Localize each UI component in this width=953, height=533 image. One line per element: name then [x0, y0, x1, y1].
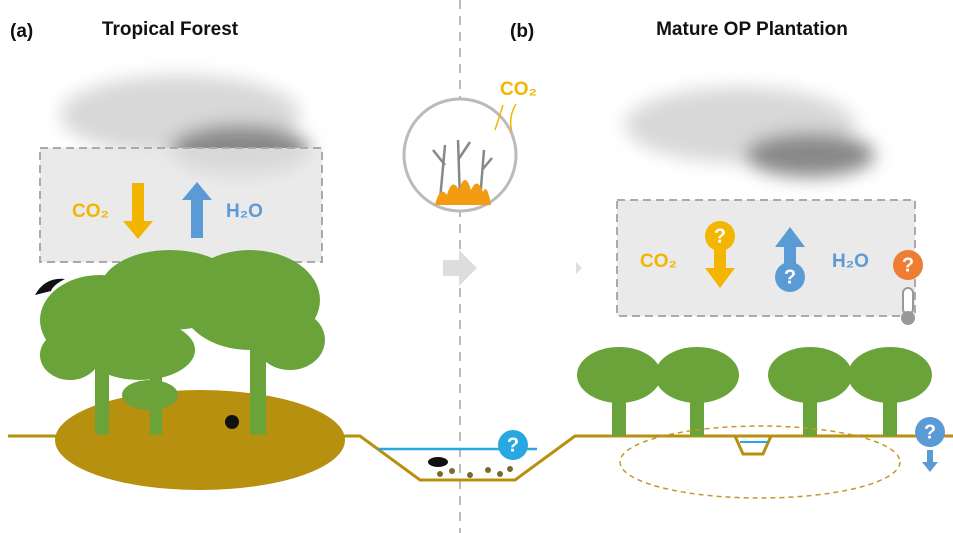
question-badge [498, 430, 528, 460]
forest [40, 250, 325, 436]
co2-arrow [705, 248, 735, 288]
question-badge [775, 262, 805, 292]
panel-letter: (a) [10, 21, 33, 42]
h2o-arrow [182, 182, 212, 238]
peat [437, 466, 513, 478]
h2o-label: H₂O [226, 201, 263, 222]
co2-label: CO₂ [72, 201, 109, 222]
fish [428, 457, 448, 467]
ditch [733, 435, 773, 456]
question-badge [893, 250, 923, 280]
h2o-arrow [775, 227, 805, 275]
question: ? [924, 421, 936, 443]
smoke [494, 103, 517, 133]
panel-letter: (b) [510, 21, 534, 42]
question: ? [784, 266, 796, 288]
h2o-label: H₂O [832, 251, 869, 272]
co2-arrow [123, 183, 153, 239]
question-badge [915, 417, 945, 447]
palms [577, 347, 932, 436]
co2-label: CO₂ [500, 79, 537, 100]
drainage-arrow [922, 450, 938, 472]
transition-arrow [443, 250, 477, 286]
co2-label: CO₂ [640, 251, 677, 272]
question: ? [902, 254, 914, 276]
subsidence [619, 425, 901, 499]
ground [8, 434, 953, 482]
mound [55, 390, 345, 490]
dead-trees [432, 139, 493, 201]
cloud [625, 87, 875, 177]
flux-box [616, 199, 916, 317]
panel-title: Tropical Forest [102, 19, 239, 40]
flames [435, 180, 491, 205]
question: ? [507, 434, 519, 456]
panel-title: Mature OP Plantation [656, 19, 848, 40]
transition-arrow [576, 262, 582, 274]
thermometer [901, 287, 915, 325]
monkey [225, 415, 239, 429]
question: ? [714, 225, 726, 247]
bird [35, 278, 65, 295]
question-badge [705, 221, 735, 251]
flux-box [39, 147, 323, 263]
